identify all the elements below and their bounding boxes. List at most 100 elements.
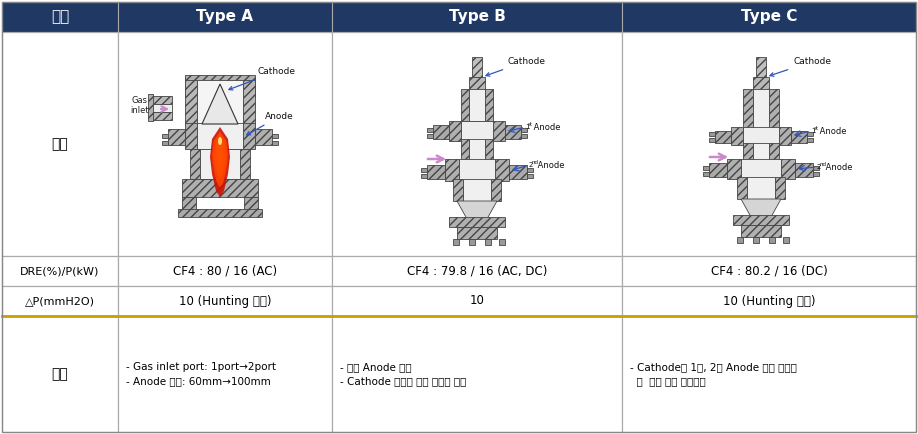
Bar: [2, 256, 118, 286]
Bar: [118, 32, 332, 256]
Bar: [807, 132, 813, 136]
Text: DRE(%)/P(kW): DRE(%)/P(kW): [20, 266, 100, 276]
Bar: [255, 129, 272, 145]
Bar: [622, 256, 916, 286]
Bar: [709, 163, 727, 177]
Bar: [445, 159, 459, 181]
Text: CF4 : 79.8 / 16 (AC, DC): CF4 : 79.8 / 16 (AC, DC): [407, 264, 547, 277]
Bar: [753, 143, 769, 161]
Polygon shape: [202, 84, 238, 124]
Bar: [152, 112, 172, 120]
Text: - Cathode를 1차, 2차 Anode 까지 연장시: - Cathode를 1차, 2차 Anode 까지 연장시: [630, 362, 797, 372]
Text: Cathode: Cathode: [229, 67, 296, 90]
Polygon shape: [214, 136, 226, 178]
Bar: [185, 123, 197, 149]
Text: CF4 : 80.2 / 16 (DC): CF4 : 80.2 / 16 (DC): [711, 264, 827, 277]
Text: Anode: Anode: [823, 162, 853, 171]
Bar: [427, 134, 433, 138]
Bar: [527, 168, 533, 172]
Bar: [499, 239, 505, 245]
Polygon shape: [212, 132, 228, 187]
Bar: [244, 197, 258, 211]
Bar: [185, 80, 197, 124]
Bar: [118, 316, 332, 432]
Bar: [791, 131, 807, 143]
Bar: [469, 239, 475, 245]
Bar: [461, 139, 469, 161]
Bar: [622, 286, 916, 316]
Bar: [2, 286, 118, 316]
Bar: [622, 2, 916, 32]
Bar: [733, 215, 789, 225]
Bar: [527, 174, 533, 178]
Text: st: st: [814, 126, 819, 132]
Text: Anode: Anode: [247, 112, 294, 135]
Bar: [152, 104, 172, 112]
Polygon shape: [741, 199, 781, 217]
Text: Cathode: Cathode: [486, 57, 545, 76]
Text: - Anode 길이: 60mm→100mm: - Anode 길이: 60mm→100mm: [126, 376, 271, 386]
Polygon shape: [216, 140, 224, 168]
Bar: [743, 127, 779, 145]
Bar: [162, 134, 168, 138]
Text: 2: 2: [817, 164, 822, 170]
Bar: [753, 77, 769, 91]
Text: Anode: Anode: [531, 122, 561, 132]
Bar: [182, 179, 258, 197]
Bar: [509, 165, 527, 179]
Bar: [795, 163, 813, 177]
Polygon shape: [457, 201, 497, 219]
Bar: [781, 159, 795, 179]
Bar: [332, 2, 622, 32]
Bar: [743, 89, 753, 129]
Text: 구분: 구분: [50, 10, 69, 24]
Text: 1: 1: [811, 128, 815, 134]
Bar: [737, 237, 743, 243]
Bar: [753, 237, 759, 243]
Bar: [469, 139, 485, 161]
Bar: [197, 123, 243, 149]
Bar: [521, 128, 527, 132]
Bar: [2, 2, 118, 32]
Bar: [168, 129, 185, 145]
Ellipse shape: [218, 137, 222, 145]
Bar: [449, 121, 461, 141]
Bar: [469, 77, 485, 91]
Bar: [182, 197, 196, 211]
Bar: [813, 172, 819, 176]
Bar: [453, 239, 459, 245]
Bar: [485, 139, 493, 161]
Bar: [783, 237, 789, 243]
Bar: [743, 143, 753, 161]
Bar: [703, 172, 709, 176]
Bar: [747, 177, 775, 199]
Bar: [162, 141, 168, 145]
Text: Type A: Type A: [196, 10, 253, 24]
Bar: [469, 89, 485, 121]
Bar: [272, 134, 278, 138]
Bar: [197, 80, 243, 124]
Bar: [813, 166, 819, 170]
Bar: [332, 316, 622, 432]
Bar: [622, 32, 916, 256]
Bar: [491, 179, 501, 201]
Text: 10 (Hunting 심함): 10 (Hunting 심함): [722, 295, 815, 308]
Bar: [731, 127, 743, 145]
Bar: [185, 75, 255, 81]
Bar: [769, 237, 775, 243]
Text: 비고: 비고: [51, 367, 68, 381]
Bar: [459, 159, 495, 181]
Bar: [332, 256, 622, 286]
Text: 10 (Hunting 심함): 10 (Hunting 심함): [179, 295, 271, 308]
Text: Gas: Gas: [132, 96, 148, 105]
Bar: [427, 165, 445, 179]
Text: 1: 1: [525, 124, 530, 130]
Bar: [521, 134, 527, 138]
Text: Anode: Anode: [535, 161, 565, 170]
Bar: [421, 168, 427, 172]
Text: nd: nd: [820, 162, 827, 168]
Text: CF4 : 80 / 16 (AC): CF4 : 80 / 16 (AC): [173, 264, 277, 277]
Bar: [118, 2, 332, 32]
Bar: [272, 141, 278, 145]
Bar: [421, 174, 427, 178]
